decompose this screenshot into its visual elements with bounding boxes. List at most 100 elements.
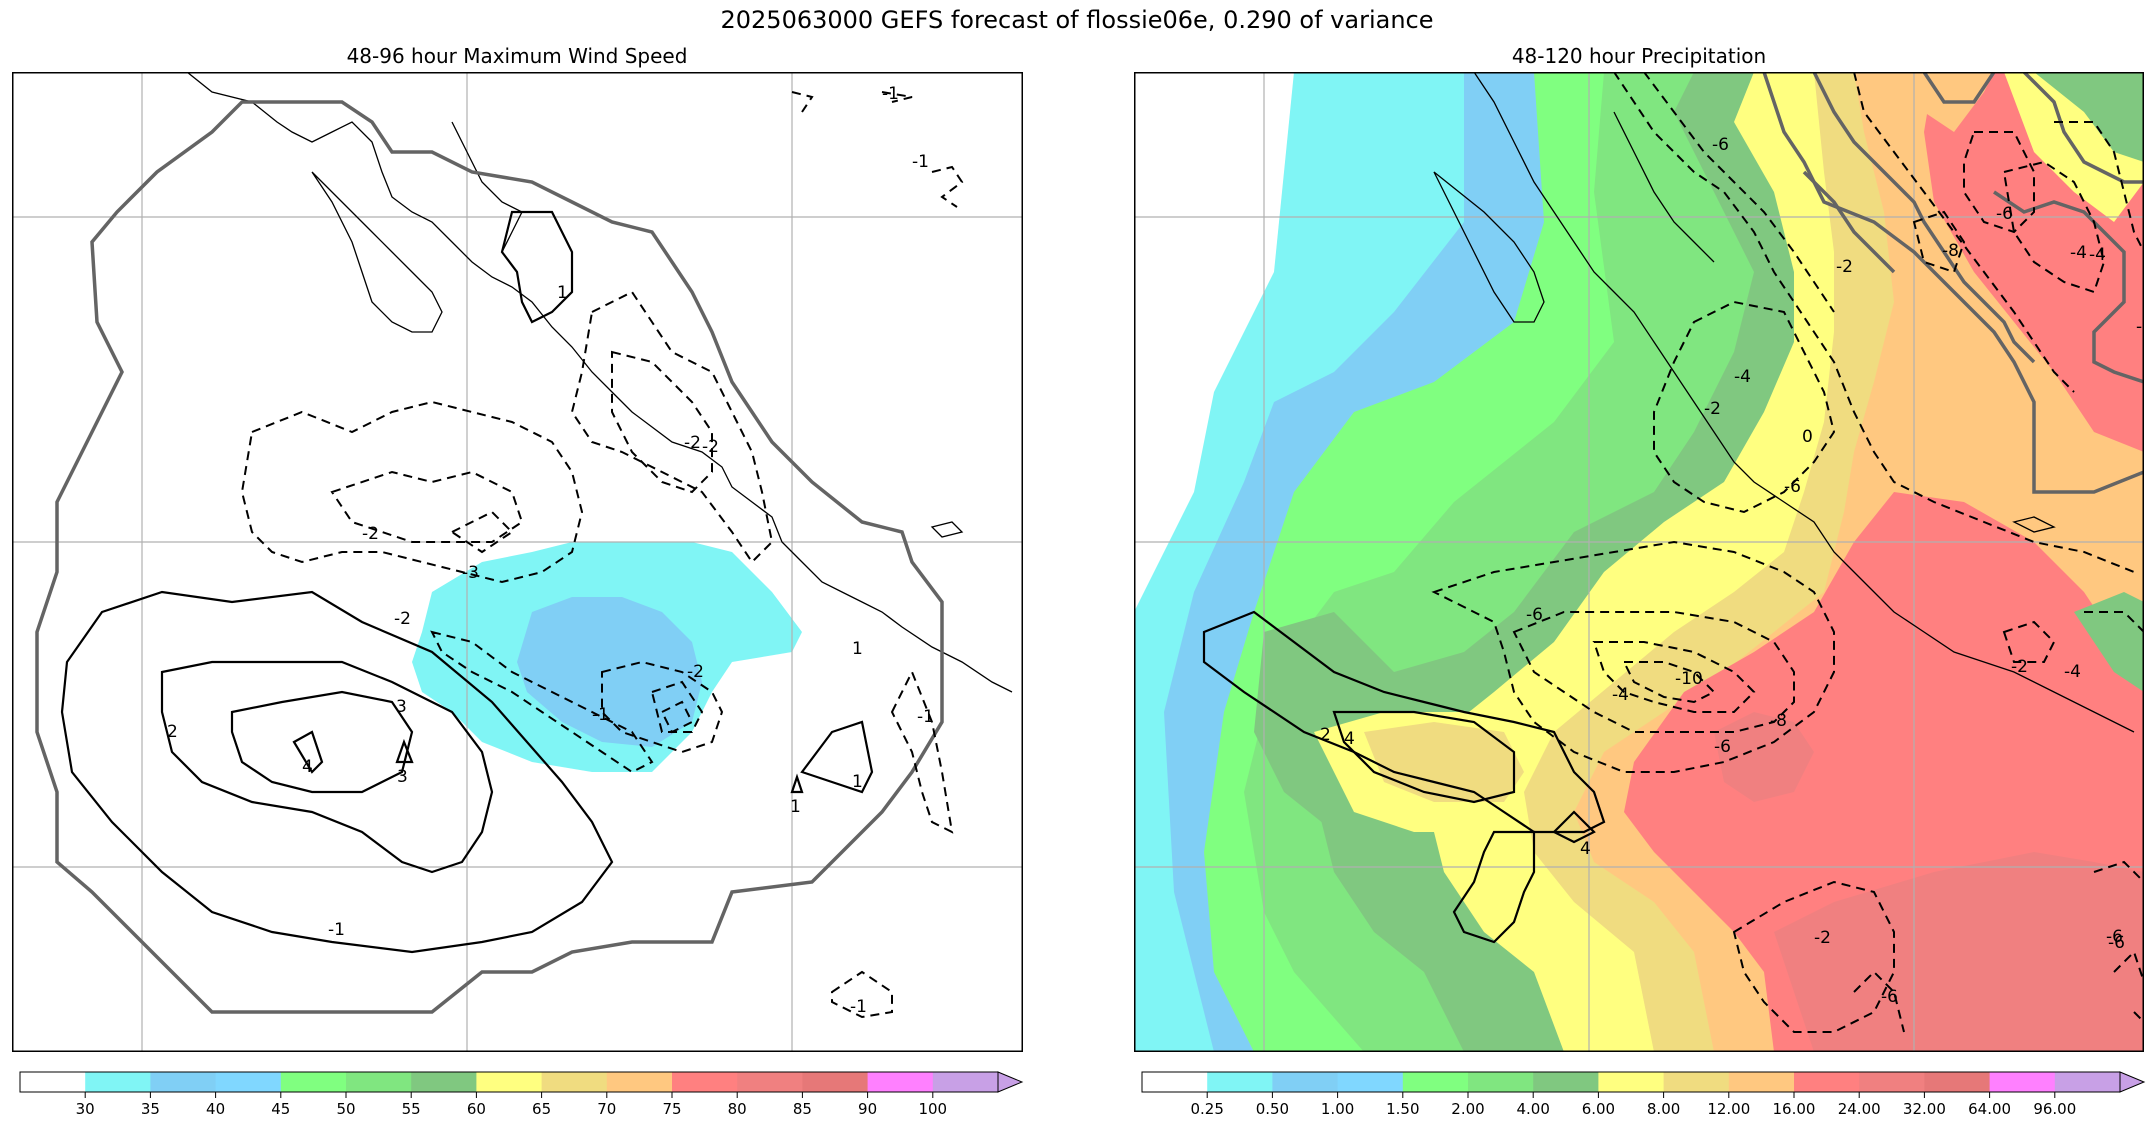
right-colorbar-tick-label: 6.00 bbox=[1582, 1100, 1615, 1118]
left-colorbar-tick-label: 50 bbox=[336, 1100, 355, 1118]
right-map: -6 -6 -8 -2 -6 -4 -2 -4 0 -6 -4 -10 -8 -… bbox=[1134, 72, 2144, 1052]
left-colorbar-swatch bbox=[606, 1072, 673, 1092]
right-colorbar-swatch bbox=[1468, 1072, 1534, 1092]
right-colorbar-swatch bbox=[1663, 1072, 1730, 1092]
contour-label: -2 bbox=[1836, 257, 1853, 277]
contour-label: -6 bbox=[1996, 204, 2013, 224]
right-colorbar-tick-label: 4.00 bbox=[1516, 1100, 1549, 1118]
left-colorbar-tick-label: 90 bbox=[858, 1100, 877, 1118]
contour-label: 4 bbox=[302, 757, 313, 777]
contour-label: -2 bbox=[702, 437, 719, 457]
contour-label: -2 bbox=[687, 662, 704, 682]
contour-label: -4 bbox=[1734, 367, 1751, 387]
left-colorbar-tick-label: 100 bbox=[918, 1100, 947, 1118]
contour-label: -1 bbox=[912, 152, 929, 172]
left-colorbar-swatch bbox=[280, 1072, 347, 1092]
contour-label: -6 bbox=[1784, 477, 1801, 497]
right-colorbar-swatch bbox=[1924, 1072, 1991, 1092]
left-colorbar-swatch bbox=[85, 1072, 151, 1092]
right-colorbar-swatch bbox=[1337, 1072, 1404, 1092]
precip-32.00 bbox=[1774, 852, 2144, 1052]
right-colorbar-tick-label: 0.50 bbox=[1256, 1100, 1289, 1118]
contour-label: -10 bbox=[1675, 669, 1703, 689]
contour-label: 1 bbox=[557, 283, 568, 303]
left-colorbar-swatch bbox=[541, 1072, 608, 1092]
contour-label: 2 bbox=[167, 722, 178, 742]
contour-label: -8 bbox=[1770, 711, 1787, 731]
right-colorbar-swatch bbox=[1859, 1072, 1925, 1092]
right-colorbar-tick-label: 2.00 bbox=[1451, 1100, 1484, 1118]
figure-title: 2025063000 GEFS forecast of flossie06e, … bbox=[720, 6, 1434, 34]
contour-label: -2 bbox=[394, 609, 411, 629]
precip-12.00-b bbox=[1364, 722, 1524, 802]
domain-outline bbox=[35, 100, 944, 1014]
right-panel-title: 48-120 hour Precipitation bbox=[1511, 44, 1767, 68]
left-colorbar-swatch bbox=[215, 1072, 282, 1092]
contour-label: -1 bbox=[882, 84, 899, 104]
contour-label: -1 bbox=[328, 920, 345, 940]
contour-label: 1 bbox=[852, 772, 863, 792]
right-colorbar-swatch bbox=[1272, 1072, 1339, 1092]
left-map: -1 -1 1 -2 -2 -3 -2 -2 -1 2 3 4 3 1 1 1 … bbox=[12, 72, 1023, 1052]
domain-outline bbox=[1762, 72, 2144, 494]
right-colorbar-tick-label: 0.25 bbox=[1190, 1100, 1223, 1118]
right-colorbar-swatch bbox=[1989, 1072, 2056, 1092]
left-colorbar-swatch bbox=[346, 1072, 412, 1092]
coastline bbox=[186, 72, 1013, 693]
precip-6.00-right bbox=[2074, 592, 2144, 692]
contour-label: 4 bbox=[1580, 839, 1591, 859]
left-colorbar-swatch bbox=[411, 1072, 477, 1092]
contour-label: 4 bbox=[1344, 729, 1355, 749]
left-colorbar-tick-label: 85 bbox=[793, 1100, 812, 1118]
precip-6.00-top bbox=[2034, 72, 2144, 162]
contour-label: -4 bbox=[1612, 685, 1629, 705]
right-colorbar-swatch bbox=[1533, 1072, 1599, 1092]
contour-label: -1 bbox=[850, 997, 867, 1017]
contour-label: -4 bbox=[2064, 662, 2081, 682]
contour-label: -6 bbox=[1712, 135, 1729, 155]
left-panel-title: 48-96 hour Maximum Wind Speed bbox=[346, 44, 688, 68]
contour-label: -6 bbox=[1714, 737, 1731, 757]
right-colorbar-tick-label: 24.00 bbox=[1838, 1100, 1881, 1118]
left-colorbar-tick-label: 75 bbox=[662, 1100, 681, 1118]
left-colorbar-swatch bbox=[737, 1072, 803, 1092]
right-colorbar-swatch bbox=[1598, 1072, 1665, 1092]
left-colorbar-swatch bbox=[672, 1072, 738, 1092]
left-colorbar-tick-label: 65 bbox=[532, 1100, 551, 1118]
right-colorbar-swatch bbox=[1728, 1072, 1795, 1092]
contour-label: -6 bbox=[2108, 933, 2125, 953]
right-colorbar-tick-label: 8.00 bbox=[1647, 1100, 1680, 1118]
contour-label: 2 bbox=[1320, 725, 1331, 745]
right-colorbar-swatch bbox=[1207, 1072, 1273, 1092]
right-colorbar-swatch bbox=[1402, 1072, 1469, 1092]
right-colorbar-swatch bbox=[2054, 1072, 2121, 1092]
left-colorbar-tick-label: 60 bbox=[467, 1100, 486, 1118]
coastline bbox=[1473, 72, 2135, 733]
contour-label: -2 bbox=[1814, 928, 1831, 948]
contour-label: -4 bbox=[2070, 243, 2087, 263]
left-colorbar-tick-label: 45 bbox=[271, 1100, 290, 1118]
contour-label: -8 bbox=[1942, 241, 1959, 261]
contour-label: -6 bbox=[1526, 605, 1543, 625]
contour-label: -2 bbox=[362, 524, 379, 544]
left-colorbar-tick-label: 80 bbox=[728, 1100, 747, 1118]
right-colorbar-tick-label: 1.50 bbox=[1386, 1100, 1419, 1118]
right-colorbar: 0.25 0.50 1.00 1.50 2.00 4.00 6.00 8.00 12.00 16.… bbox=[1141, 1071, 2146, 1118]
left-colorbar-swatch bbox=[476, 1072, 543, 1092]
left-colorbar-tick-label: 35 bbox=[141, 1100, 160, 1118]
right-colorbar-swatch bbox=[1142, 1072, 1208, 1092]
left-colorbar-swatch bbox=[932, 1072, 999, 1092]
left-colorbar-extend-arrow bbox=[997, 1071, 1024, 1093]
contour-label: 1 bbox=[790, 797, 801, 817]
left-colorbar-tick-label: 40 bbox=[206, 1100, 225, 1118]
right-colorbar-extend-arrow bbox=[2119, 1071, 2146, 1093]
precip-32.00-b bbox=[1714, 712, 1814, 802]
contour-label: 3 bbox=[397, 767, 408, 787]
left-colorbar-swatch bbox=[150, 1072, 217, 1092]
right-colorbar-tick-label: 96.00 bbox=[2033, 1100, 2076, 1118]
left-colorbar-swatch bbox=[867, 1072, 934, 1092]
contour-label: -3 bbox=[462, 563, 479, 583]
right-colorbar-tick-label: 32.00 bbox=[1903, 1100, 1946, 1118]
left-colorbar-swatch bbox=[20, 1072, 86, 1092]
contour-label: 3 bbox=[396, 697, 407, 717]
